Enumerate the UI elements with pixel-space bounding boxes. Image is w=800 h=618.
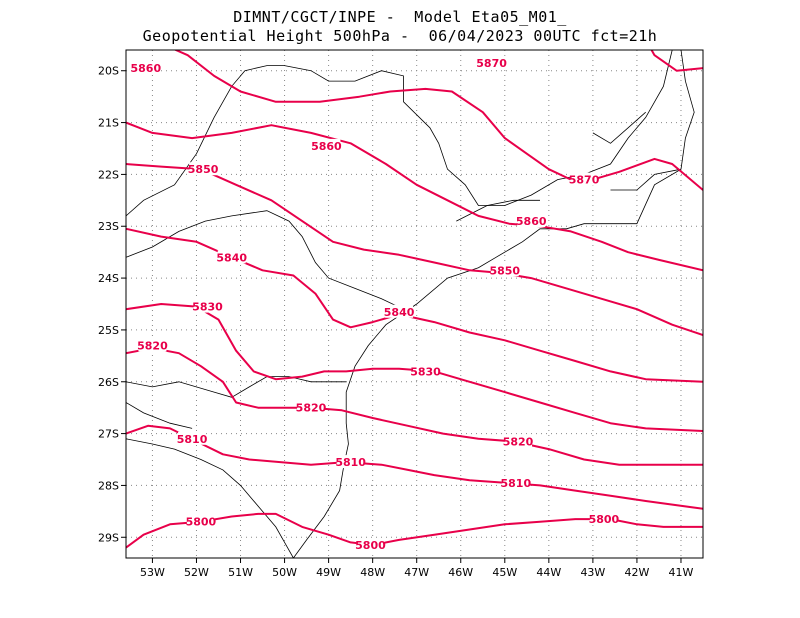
- lon-tick-label: 44W: [536, 566, 561, 579]
- contour-label-bg: [186, 514, 215, 528]
- contour-label: 5870: [569, 174, 600, 187]
- contour-label-bg: [570, 172, 599, 186]
- contour-label-bg: [217, 250, 246, 264]
- contour-label: 5850: [188, 163, 219, 176]
- coastline: [126, 402, 193, 429]
- contour-label: 5830: [192, 301, 223, 314]
- contour-label: 5820: [137, 339, 168, 352]
- contour-label: 5800: [355, 539, 386, 552]
- contour-label-bg: [312, 138, 341, 152]
- contour-line-5870: [173, 50, 703, 191]
- contour-label-bg: [138, 338, 167, 352]
- lat-lon-grid: [126, 50, 703, 558]
- contour-label-bg: [589, 512, 618, 526]
- contour-line-5870: [650, 50, 703, 72]
- axis-ticks: 20S 21S 22S 23S 24S 25S 26S 27S 28S 29S 53W 52W 51W 5…: [98, 65, 694, 579]
- lon-tick-label: 41W: [669, 566, 694, 579]
- geopotential-contours: [126, 50, 703, 549]
- lon-tick-label: 46W: [448, 566, 473, 579]
- contour-label: 5820: [503, 435, 534, 448]
- lat-tick-label: 20S: [98, 65, 119, 78]
- contour-label: 5810: [335, 456, 366, 469]
- contour-label: 5860: [131, 62, 162, 75]
- map-frame: [125, 49, 704, 559]
- lon-tick-label: 48W: [360, 566, 385, 579]
- lat-tick-label: 22S: [98, 168, 119, 181]
- coastline: [126, 210, 404, 310]
- lat-tick-label: 29S: [98, 531, 119, 544]
- contour-label: 5800: [589, 513, 620, 526]
- lon-tick-label: 51W: [228, 566, 253, 579]
- contour-label-bg: [296, 400, 325, 414]
- contour-line-5850: [126, 163, 703, 337]
- contour-label: 5840: [216, 251, 247, 264]
- lon-tick-label: 52W: [184, 566, 209, 579]
- contour-label: 5820: [296, 402, 327, 415]
- contour-label: 5870: [476, 57, 507, 70]
- contour-label-bg: [178, 431, 207, 445]
- lon-tick-label: 45W: [492, 566, 517, 579]
- contour-label-bg: [193, 299, 222, 313]
- lon-tick-label: 53W: [140, 566, 165, 579]
- contour-label: 5810: [500, 477, 531, 490]
- contour-label-bg: [517, 214, 546, 228]
- contour-label: 5840: [384, 306, 415, 319]
- contour-line-5830: [126, 303, 703, 432]
- contour-label-bg: [490, 263, 519, 277]
- contour-line-5860: [126, 121, 703, 272]
- lat-tick-label: 27S: [98, 428, 119, 441]
- contour-label-bg: [131, 61, 160, 75]
- contour-label-bg: [336, 455, 365, 469]
- lat-tick-label: 24S: [98, 272, 119, 285]
- contour-label-bg: [504, 434, 533, 448]
- coastline: [126, 376, 347, 398]
- contour-label-bg: [385, 304, 414, 318]
- coastline: [126, 50, 673, 217]
- contour-label: 5810: [177, 433, 208, 446]
- contour-label-bg: [356, 538, 385, 552]
- contour-label: 5830: [410, 365, 441, 378]
- contour-label-bg: [189, 162, 218, 176]
- lon-tick-label: 49W: [316, 566, 341, 579]
- map-title-line-1: DIMNT/CGCT/INPE - Model Eta05_M01_: [233, 8, 567, 26]
- lon-tick-label: 47W: [404, 566, 429, 579]
- contour-line-5820: [126, 347, 703, 466]
- contour-line-5810: [126, 424, 703, 510]
- coastline: [126, 438, 294, 558]
- contour-label: 5800: [186, 516, 217, 529]
- coastlines-and-borders: [126, 50, 695, 558]
- contour-label: 5860: [516, 215, 547, 228]
- contour-label-bg: [411, 364, 440, 378]
- lat-tick-label: 26S: [98, 376, 119, 389]
- lon-tick-label: 42W: [624, 566, 649, 579]
- lon-tick-label: 50W: [272, 566, 297, 579]
- lat-tick-label: 21S: [98, 117, 119, 130]
- contour-label-bg: [477, 55, 506, 69]
- contour-label: 5850: [489, 264, 520, 277]
- lat-tick-label: 25S: [98, 324, 119, 337]
- lon-tick-label: 43W: [580, 566, 605, 579]
- coastline: [610, 168, 682, 191]
- map-title-line-2: Geopotential Height 500hPa - 06/04/2023 …: [142, 27, 658, 45]
- lat-tick-label: 28S: [98, 479, 119, 492]
- contour-label-bg: [501, 475, 530, 489]
- lat-tick-label: 23S: [98, 220, 119, 233]
- contour-label: 5860: [311, 140, 342, 153]
- contour-labels: 5870 5870 5860 5860 5860 5850 5850 5840 5840 5830…: [131, 55, 620, 552]
- coastline: [592, 111, 646, 144]
